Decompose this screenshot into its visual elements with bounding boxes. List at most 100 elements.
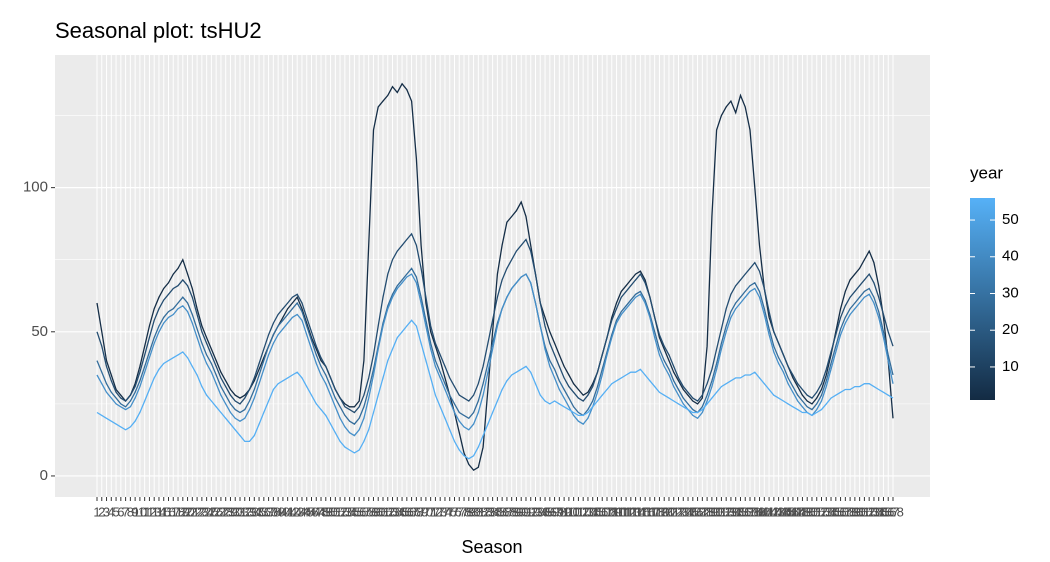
legend-title: year bbox=[970, 163, 1003, 182]
x-tick-label: 38 bbox=[266, 504, 280, 519]
x-tick-label: 21 bbox=[185, 504, 199, 519]
y-tick-label: 100 bbox=[23, 179, 48, 196]
series-line bbox=[96, 267, 894, 425]
x-tick-label: 34 bbox=[247, 504, 261, 519]
x-tick-label: 102 bbox=[568, 504, 590, 519]
x-tick-label: 167 bbox=[877, 504, 899, 519]
x-tick-label: 56 bbox=[352, 504, 366, 519]
x-tick-label: 89 bbox=[509, 504, 523, 519]
x-tick-label: 15 bbox=[156, 504, 170, 519]
x-tick-label: 80 bbox=[466, 504, 480, 519]
x-tick-label: 117 bbox=[640, 504, 661, 519]
x-tick-label: 100 bbox=[558, 504, 580, 519]
x-tick-label: 7 bbox=[122, 504, 129, 519]
x-tick-label: 112 bbox=[616, 504, 637, 519]
x-tick-label: 157 bbox=[830, 504, 852, 519]
x-tick-label: 124 bbox=[672, 504, 694, 519]
x-tick-label: 126 bbox=[682, 504, 704, 519]
x-tick-label: 23 bbox=[195, 504, 209, 519]
x-tick-label: 116 bbox=[635, 504, 656, 519]
legend-tick-label: 50 bbox=[1002, 211, 1019, 228]
x-tick-label: 72 bbox=[428, 504, 442, 519]
x-tick-label: 111 bbox=[611, 504, 631, 519]
x-tick-label: 43 bbox=[290, 504, 304, 519]
x-tick-label: 53 bbox=[338, 504, 352, 519]
x-tick-label: 31 bbox=[233, 504, 247, 519]
x-tick-label: 81 bbox=[471, 504, 485, 519]
x-tick-label: 134 bbox=[720, 504, 742, 519]
x-tick-label: 13 bbox=[147, 504, 161, 519]
x-tick-label: 162 bbox=[854, 504, 876, 519]
x-tick-label: 58 bbox=[361, 504, 375, 519]
x-tick-label: 88 bbox=[504, 504, 518, 519]
x-tick-label: 144 bbox=[768, 504, 790, 519]
x-tick-label: 62 bbox=[381, 504, 395, 519]
x-tick-label: 59 bbox=[366, 504, 380, 519]
x-tick-label: 123 bbox=[668, 504, 690, 519]
x-tick-label: 99 bbox=[557, 504, 571, 519]
x-tick-label: 2 bbox=[98, 504, 105, 519]
x-tick-label: 107 bbox=[591, 504, 613, 519]
x-tick-label: 105 bbox=[582, 504, 604, 519]
x-tick-label: 136 bbox=[730, 504, 752, 519]
x-tick-label: 65 bbox=[395, 504, 409, 519]
x-tick-label: 70 bbox=[419, 504, 433, 519]
x-tick-label: 148 bbox=[787, 504, 809, 519]
x-tick-label: 16 bbox=[161, 504, 175, 519]
x-tick-label: 166 bbox=[873, 504, 895, 519]
x-tick-label: 8 bbox=[127, 504, 134, 519]
x-tick-label: 25 bbox=[204, 504, 218, 519]
x-tick-label: 14 bbox=[152, 504, 166, 519]
x-tick-label: 86 bbox=[495, 504, 509, 519]
series-line bbox=[96, 319, 894, 460]
x-tick-label: 79 bbox=[462, 504, 476, 519]
x-tick-label: 138 bbox=[739, 504, 761, 519]
x-tick-label: 24 bbox=[199, 504, 213, 519]
x-tick-label: 159 bbox=[839, 504, 861, 519]
x-tick-label: 90 bbox=[514, 504, 528, 519]
x-tick-label: 103 bbox=[572, 504, 594, 519]
x-tick-label: 82 bbox=[476, 504, 490, 519]
x-tick-label: 19 bbox=[176, 504, 190, 519]
x-tick-label: 153 bbox=[811, 504, 833, 519]
x-tick-label: 128 bbox=[691, 504, 713, 519]
x-tick-label: 76 bbox=[447, 504, 461, 519]
x-tick-label: 92 bbox=[524, 504, 538, 519]
x-tick-label: 130 bbox=[701, 504, 723, 519]
x-tick-label: 64 bbox=[390, 504, 404, 519]
x-tick-label: 27 bbox=[214, 504, 228, 519]
x-tick-label: 45 bbox=[299, 504, 313, 519]
x-tick-label: 164 bbox=[863, 504, 885, 519]
x-tick-label: 20 bbox=[180, 504, 194, 519]
x-tick-label: 104 bbox=[577, 504, 599, 519]
x-tick-label: 101 bbox=[563, 504, 585, 519]
x-tick-label: 39 bbox=[271, 504, 285, 519]
x-tick-label: 132 bbox=[711, 504, 733, 519]
x-tick-label: 44 bbox=[295, 504, 309, 519]
x-tick-label: 163 bbox=[858, 504, 880, 519]
y-tick-label: 50 bbox=[31, 323, 48, 340]
x-axis-title: Season bbox=[461, 537, 522, 557]
x-tick-label: 143 bbox=[763, 504, 785, 519]
x-tick-label: 1 bbox=[93, 504, 100, 519]
x-tick-label: 125 bbox=[677, 504, 699, 519]
x-tick-label: 42 bbox=[285, 504, 299, 519]
legend-tick-label: 20 bbox=[1002, 321, 1019, 338]
x-tick-label: 51 bbox=[328, 504, 342, 519]
x-tick-label: 147 bbox=[782, 504, 804, 519]
x-tick-label: 77 bbox=[452, 504, 466, 519]
x-tick-label: 151 bbox=[801, 504, 823, 519]
x-tick-label: 149 bbox=[792, 504, 814, 519]
x-tick-label: 55 bbox=[347, 504, 361, 519]
x-tick-label: 83 bbox=[481, 504, 495, 519]
x-tick-label: 118 bbox=[644, 504, 665, 519]
x-tick-label: 54 bbox=[342, 504, 356, 519]
x-tick-label: 109 bbox=[601, 504, 623, 519]
x-tick-label: 91 bbox=[519, 504, 533, 519]
x-tick-label: 67 bbox=[404, 504, 418, 519]
x-tick-label: 3 bbox=[103, 504, 110, 519]
x-tick-label: 78 bbox=[457, 504, 471, 519]
x-tick-label: 4 bbox=[108, 504, 115, 519]
x-tick-label: 32 bbox=[238, 504, 252, 519]
